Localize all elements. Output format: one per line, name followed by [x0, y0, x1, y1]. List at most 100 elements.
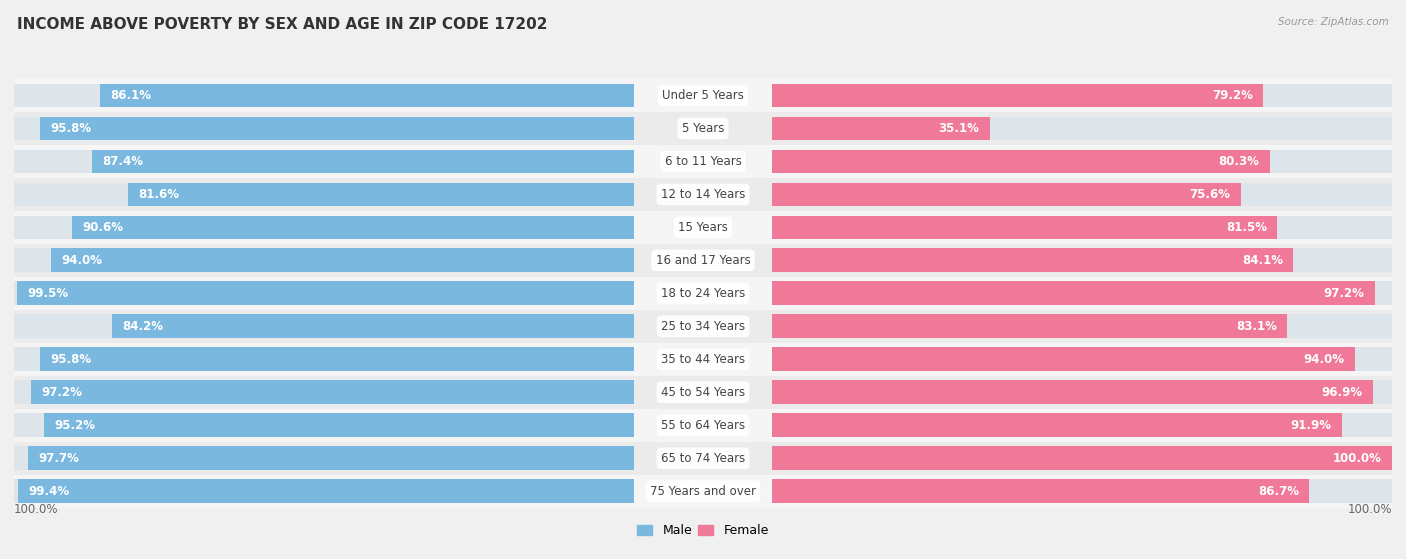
- Text: 95.8%: 95.8%: [51, 353, 91, 366]
- Bar: [128, 183, 634, 206]
- Bar: [772, 282, 1392, 305]
- Bar: [772, 282, 1375, 305]
- Bar: [41, 347, 634, 371]
- Text: 81.6%: 81.6%: [138, 188, 180, 201]
- Text: 84.2%: 84.2%: [122, 320, 163, 333]
- Bar: [772, 413, 1392, 437]
- Text: 75.6%: 75.6%: [1189, 188, 1230, 201]
- Text: 5 Years: 5 Years: [682, 122, 724, 135]
- Bar: [14, 315, 634, 338]
- Text: 15 Years: 15 Years: [678, 221, 728, 234]
- Bar: [14, 380, 634, 404]
- Text: 12 to 14 Years: 12 to 14 Years: [661, 188, 745, 201]
- Bar: [14, 183, 634, 206]
- Text: 6 to 11 Years: 6 to 11 Years: [665, 155, 741, 168]
- Legend: Male, Female: Male, Female: [633, 519, 773, 542]
- Bar: [772, 380, 1392, 404]
- Bar: [772, 347, 1355, 371]
- Bar: [14, 249, 634, 272]
- Text: 95.2%: 95.2%: [55, 419, 96, 432]
- Bar: [772, 183, 1392, 206]
- Text: 35 to 44 Years: 35 to 44 Years: [661, 353, 745, 366]
- Bar: [772, 413, 1341, 437]
- Bar: [14, 479, 634, 503]
- Bar: [41, 117, 634, 140]
- Bar: [100, 84, 634, 107]
- Bar: [28, 446, 634, 470]
- Bar: [14, 343, 1392, 376]
- Bar: [14, 347, 634, 371]
- Text: 94.0%: 94.0%: [1303, 353, 1344, 366]
- Text: 81.5%: 81.5%: [1226, 221, 1267, 234]
- Text: 97.7%: 97.7%: [38, 452, 80, 465]
- Text: 100.0%: 100.0%: [14, 503, 59, 516]
- Bar: [14, 282, 634, 305]
- Bar: [772, 84, 1392, 107]
- Bar: [14, 413, 634, 437]
- Bar: [14, 211, 1392, 244]
- Text: INCOME ABOVE POVERTY BY SEX AND AGE IN ZIP CODE 17202: INCOME ABOVE POVERTY BY SEX AND AGE IN Z…: [17, 17, 547, 32]
- Bar: [14, 409, 1392, 442]
- Text: 97.2%: 97.2%: [42, 386, 83, 399]
- Bar: [772, 315, 1286, 338]
- Bar: [772, 249, 1294, 272]
- Bar: [772, 380, 1372, 404]
- Text: 75 Years and over: 75 Years and over: [650, 485, 756, 498]
- Text: 84.1%: 84.1%: [1241, 254, 1284, 267]
- Bar: [14, 277, 1392, 310]
- Bar: [44, 413, 634, 437]
- Bar: [772, 117, 1392, 140]
- Bar: [772, 216, 1277, 239]
- Bar: [772, 315, 1392, 338]
- Bar: [772, 216, 1392, 239]
- Bar: [14, 442, 1392, 475]
- Bar: [18, 479, 634, 503]
- Bar: [772, 150, 1270, 173]
- Text: Under 5 Years: Under 5 Years: [662, 89, 744, 102]
- Bar: [31, 380, 634, 404]
- Bar: [14, 446, 634, 470]
- Text: 97.2%: 97.2%: [1323, 287, 1364, 300]
- Text: Source: ZipAtlas.com: Source: ZipAtlas.com: [1278, 17, 1389, 27]
- Bar: [772, 446, 1392, 470]
- Text: 25 to 34 Years: 25 to 34 Years: [661, 320, 745, 333]
- Text: 87.4%: 87.4%: [103, 155, 143, 168]
- Text: 86.1%: 86.1%: [111, 89, 152, 102]
- Bar: [772, 446, 1392, 470]
- Text: 100.0%: 100.0%: [1333, 452, 1382, 465]
- Bar: [772, 347, 1392, 371]
- Bar: [14, 150, 634, 173]
- Bar: [772, 249, 1392, 272]
- Text: 94.0%: 94.0%: [62, 254, 103, 267]
- Bar: [772, 84, 1263, 107]
- Bar: [72, 216, 634, 239]
- Text: 96.9%: 96.9%: [1322, 386, 1362, 399]
- Bar: [14, 310, 1392, 343]
- Bar: [14, 178, 1392, 211]
- Text: 99.5%: 99.5%: [28, 287, 69, 300]
- Text: 99.4%: 99.4%: [28, 485, 69, 498]
- Text: 18 to 24 Years: 18 to 24 Years: [661, 287, 745, 300]
- Text: 79.2%: 79.2%: [1212, 89, 1253, 102]
- Bar: [14, 112, 1392, 145]
- Text: 65 to 74 Years: 65 to 74 Years: [661, 452, 745, 465]
- Bar: [772, 183, 1240, 206]
- Bar: [93, 150, 634, 173]
- Bar: [112, 315, 634, 338]
- Text: 80.3%: 80.3%: [1219, 155, 1260, 168]
- Bar: [14, 117, 634, 140]
- Text: 45 to 54 Years: 45 to 54 Years: [661, 386, 745, 399]
- Text: 16 and 17 Years: 16 and 17 Years: [655, 254, 751, 267]
- Bar: [14, 145, 1392, 178]
- Bar: [51, 249, 634, 272]
- Text: 83.1%: 83.1%: [1236, 320, 1277, 333]
- Bar: [14, 216, 634, 239]
- Bar: [17, 282, 634, 305]
- Text: 55 to 64 Years: 55 to 64 Years: [661, 419, 745, 432]
- Text: 100.0%: 100.0%: [1347, 503, 1392, 516]
- Bar: [772, 117, 990, 140]
- Text: 86.7%: 86.7%: [1258, 485, 1299, 498]
- Text: 91.9%: 91.9%: [1291, 419, 1331, 432]
- Bar: [14, 244, 1392, 277]
- Bar: [14, 376, 1392, 409]
